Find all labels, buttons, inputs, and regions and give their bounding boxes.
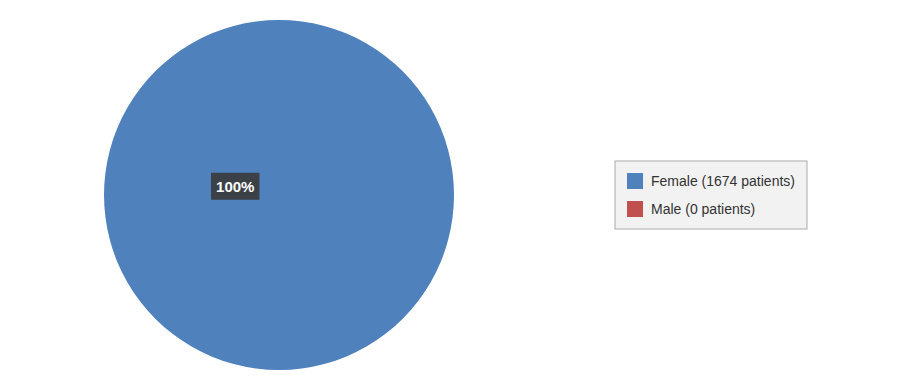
annotation-group: 100% [211, 173, 259, 200]
pie-slice [104, 20, 454, 370]
legend: Female (1674 patients) Male (0 patients) [615, 161, 807, 229]
legend-swatch [627, 201, 643, 217]
pie-slice [278, 20, 279, 195]
annotation: 100% [216, 178, 254, 195]
legend-item: Male (0 patients) [627, 201, 755, 217]
legend-frame [615, 161, 807, 229]
legend-item: Female (1674 patients) [627, 173, 795, 189]
legend-label: Male (0 patients) [651, 201, 755, 217]
chart: 100% Female (1674 patients) Male (0 patien… [0, 0, 900, 390]
legend-swatch [627, 173, 643, 189]
pie [104, 20, 454, 370]
legend-label: Female (1674 patients) [651, 173, 795, 189]
annotation-box [211, 173, 259, 200]
